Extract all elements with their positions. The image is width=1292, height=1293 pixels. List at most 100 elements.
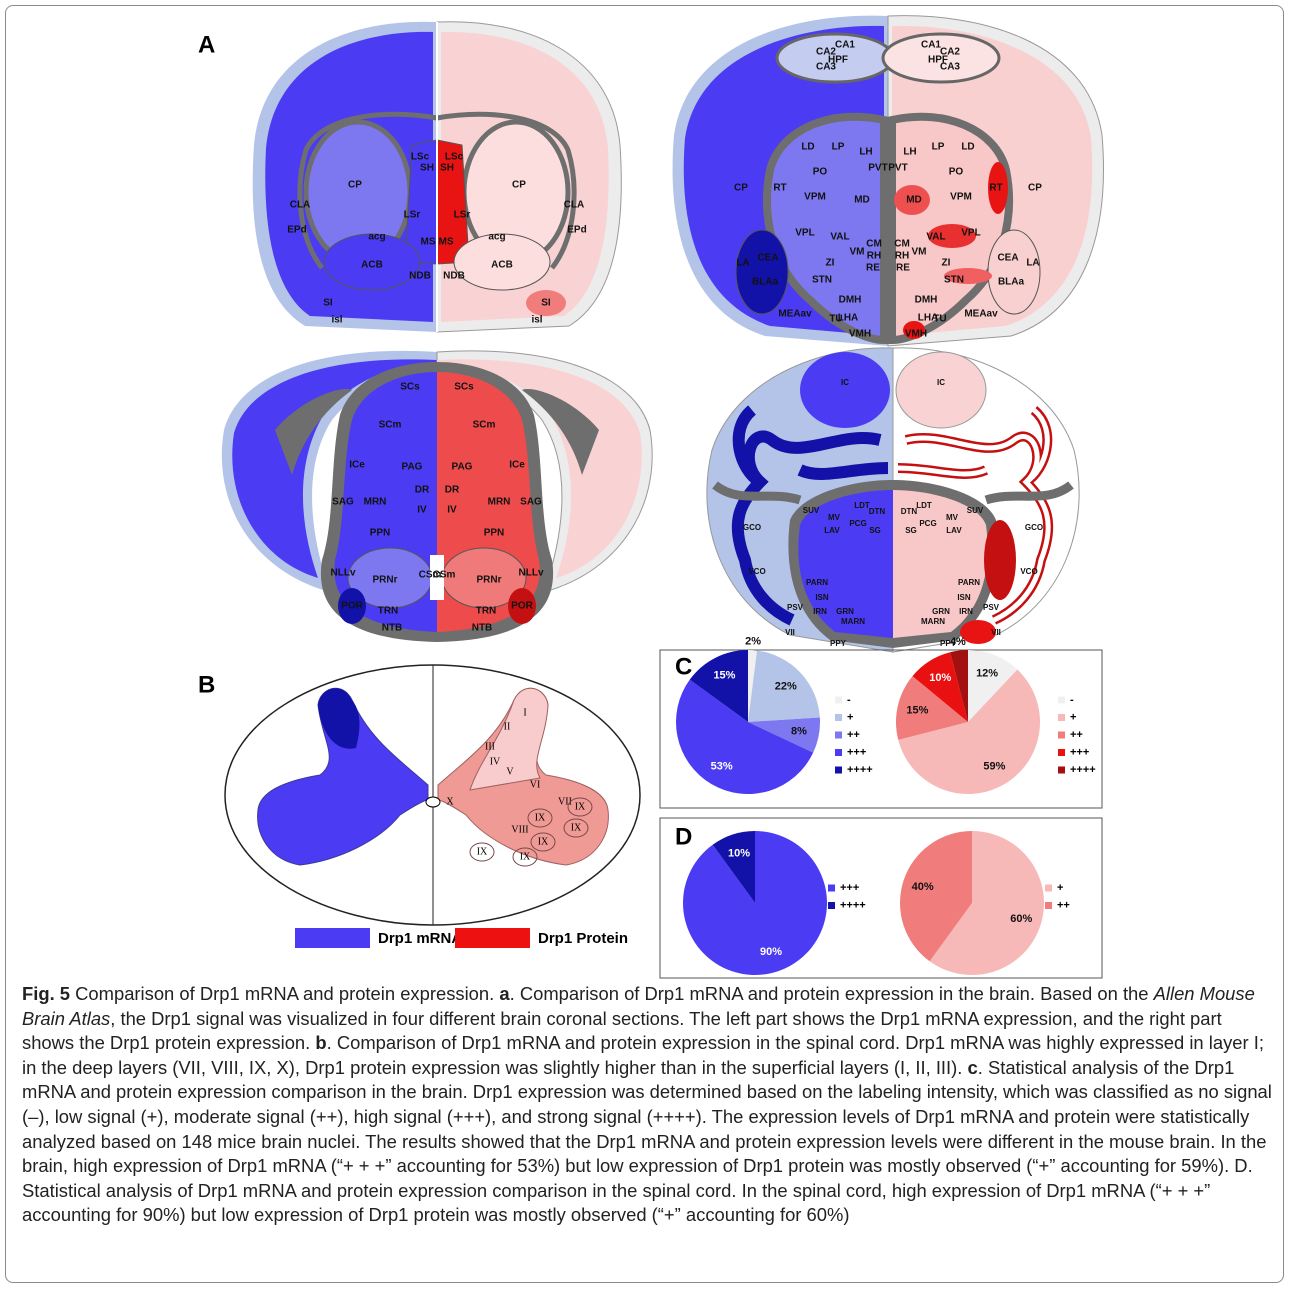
region-label: BLAa <box>752 277 779 288</box>
region-label: BLAa <box>998 277 1025 288</box>
region-label: PPN <box>370 528 391 539</box>
region-label: GRN <box>836 607 854 616</box>
region-label: MD <box>906 195 922 206</box>
region-label: PSV <box>983 603 1000 612</box>
region-label: CA2 <box>816 47 836 58</box>
region-label: NLLv <box>331 568 356 579</box>
caption-text: c <box>968 1057 978 1078</box>
region-label: MARN <box>841 617 865 626</box>
lamina-label: IX <box>575 801 586 812</box>
region-label: PVT <box>888 163 907 174</box>
region-label: SG <box>905 526 917 535</box>
value-label: 53% <box>711 761 733 773</box>
region-label: POR <box>341 601 363 612</box>
legend-swatch <box>295 928 370 948</box>
region-label: MD <box>854 195 870 206</box>
legend-swatch <box>1058 714 1065 721</box>
region-label: PSV <box>787 603 804 612</box>
region-label: CSm <box>433 570 456 581</box>
region-label: PRNr <box>372 575 397 586</box>
region-label: DMH <box>839 295 862 306</box>
caption-label: Fig. 5 <box>22 983 70 1004</box>
region-label: acg <box>488 232 505 243</box>
region-label: LP <box>932 142 945 153</box>
region-label: NTB <box>472 623 493 634</box>
legend-label: ++ <box>1070 729 1083 741</box>
region-label: ZI <box>942 258 951 269</box>
panel-label: A <box>198 31 215 58</box>
lamina-label: IX <box>477 846 488 857</box>
region-label: CA2 <box>940 47 960 58</box>
region-label: VCO <box>1020 567 1037 576</box>
region-label: ZI <box>826 258 835 269</box>
region-label: CLA <box>290 200 311 211</box>
caption-text: Comparison of Drp1 mRNA and protein expr… <box>70 983 499 1004</box>
region-label: VMH <box>905 329 927 340</box>
caption-text: . Statistical analysis of the Drp1 mRNA … <box>22 1057 1272 1226</box>
region-label: RH <box>867 251 881 262</box>
region-label: ISN <box>957 593 971 602</box>
region-label: CA3 <box>816 62 836 73</box>
region-label: TU <box>933 314 946 325</box>
legend-label: ++ <box>1057 899 1070 911</box>
legend-label: Drp1 Protein <box>538 930 628 947</box>
value-label: 10% <box>728 848 750 860</box>
region-label: VM <box>912 247 927 258</box>
region-label: VAL <box>830 232 849 243</box>
region-label: GCO <box>743 523 761 532</box>
region-label: MV <box>828 513 841 522</box>
region-label: POR <box>511 601 533 612</box>
region-label: MRN <box>364 497 387 508</box>
region-label: PRNr <box>476 575 501 586</box>
caption-text: b <box>315 1032 326 1053</box>
legend-swatch <box>835 697 842 704</box>
region-label: RE <box>896 263 910 274</box>
region-label: MARN <box>921 617 945 626</box>
region-label: SCs <box>454 382 474 393</box>
region-label: PPN <box>484 528 505 539</box>
region-label: PARN <box>958 578 980 587</box>
legend-label: + <box>1070 711 1076 723</box>
region-label: VMH <box>849 329 871 340</box>
lamina-label: V <box>506 766 514 777</box>
region-label: isl <box>331 315 342 326</box>
region <box>896 352 986 428</box>
region-label: PO <box>813 167 828 178</box>
region-label: GRN <box>932 607 950 616</box>
legend-swatch <box>835 749 842 756</box>
region-label: PVT <box>868 163 887 174</box>
lamina-label: IX <box>571 822 582 833</box>
region-label: ACB <box>361 260 383 271</box>
region-label: LSr <box>454 210 471 221</box>
region-label: SH <box>440 163 454 174</box>
value-label: 4% <box>950 636 966 648</box>
lamina-label: VI <box>530 779 541 790</box>
lamina-label: I <box>523 707 526 718</box>
region-label: VII <box>991 628 1001 637</box>
region-label: LD <box>961 142 974 153</box>
region-label: SG <box>869 526 881 535</box>
legend-swatch <box>1058 767 1065 774</box>
region-label: acg <box>368 232 385 243</box>
caption-text: . Comparison of Drp1 mRNA and protein ex… <box>510 983 1154 1004</box>
value-label: 15% <box>906 705 928 717</box>
lamina-label: X <box>446 796 454 807</box>
region-label: LDT <box>916 501 932 510</box>
legend-swatch <box>828 885 835 892</box>
region-label: ACB <box>491 260 513 271</box>
region-label: TRN <box>476 606 497 617</box>
region-label: SUV <box>967 506 984 515</box>
region-label: VM <box>850 247 865 258</box>
legend-label: ++++ <box>1070 764 1096 776</box>
legend-swatch <box>1058 749 1065 756</box>
region-label: LA <box>1026 258 1039 269</box>
region-label: DTN <box>869 507 886 516</box>
region-label: SH <box>420 163 434 174</box>
figure: ABCDCPCPLSrLSrCLACLAEPdEPdACBACBNDBNDBSI… <box>0 0 1292 980</box>
caption-text: a <box>499 983 509 1004</box>
region-label: PCG <box>919 519 936 528</box>
region-label: SAG <box>520 497 542 508</box>
region-label: LSr <box>404 210 421 221</box>
region-label: RT <box>989 183 1002 194</box>
value-label: 40% <box>912 881 934 893</box>
